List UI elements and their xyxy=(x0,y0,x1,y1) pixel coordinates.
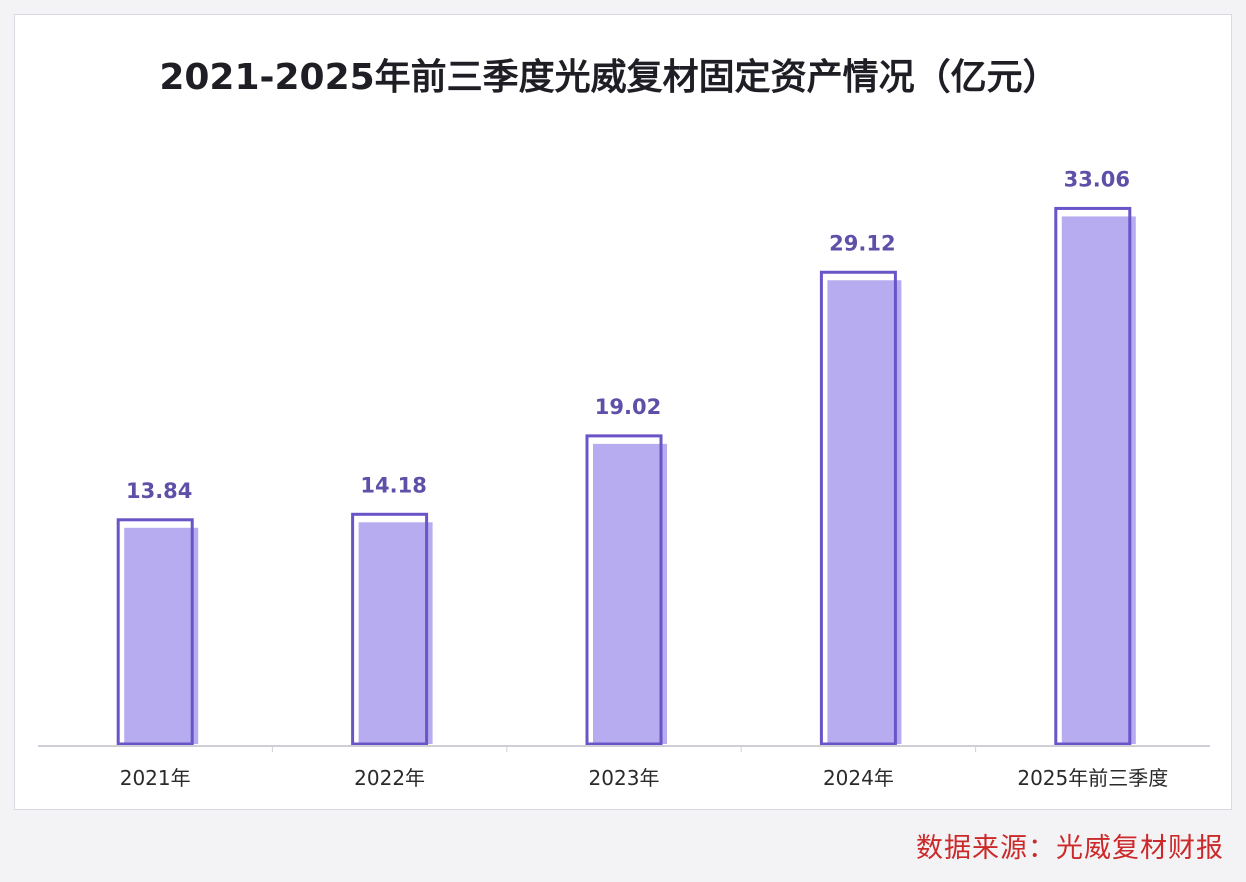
value-label-2: 14.18 xyxy=(360,473,426,497)
value-label-4: 29.12 xyxy=(829,231,895,255)
value-label-5: 33.06 xyxy=(1064,167,1130,191)
chart-title: 2021-2025年前三季度光威复材固定资产情况（亿元） xyxy=(159,57,1059,98)
bar-fill-2 xyxy=(358,522,433,744)
x-tick-label-5: 2025年前三季度 xyxy=(1017,766,1168,790)
value-labels: 13.84 14.18 19.02 29.12 33.06 xyxy=(126,167,1130,502)
source-note: 数据来源：光威复材财报 xyxy=(916,833,1224,864)
bar-fill-3 xyxy=(593,443,667,744)
bar-5 xyxy=(1054,206,1132,746)
x-axis-ticks: 2021年 2022年 2023年 2024年 2025年前三季度 xyxy=(120,746,1168,790)
value-label-3: 19.02 xyxy=(595,395,661,419)
bar-2 xyxy=(351,512,429,746)
bar-fill-4 xyxy=(827,280,902,744)
x-tick-label-4: 2024年 xyxy=(823,766,894,790)
bar-fill-1 xyxy=(124,527,199,744)
x-tick-label-1: 2021年 xyxy=(120,766,191,790)
bar-1 xyxy=(116,518,194,746)
x-tick-label-2: 2022年 xyxy=(354,766,425,790)
value-label-1: 13.84 xyxy=(126,479,192,503)
bar-fill-5 xyxy=(1061,216,1136,745)
bar-4 xyxy=(819,270,897,746)
bar-3 xyxy=(585,434,663,746)
bars-layer xyxy=(116,206,1136,746)
x-tick-label-3: 2023年 xyxy=(589,766,660,790)
